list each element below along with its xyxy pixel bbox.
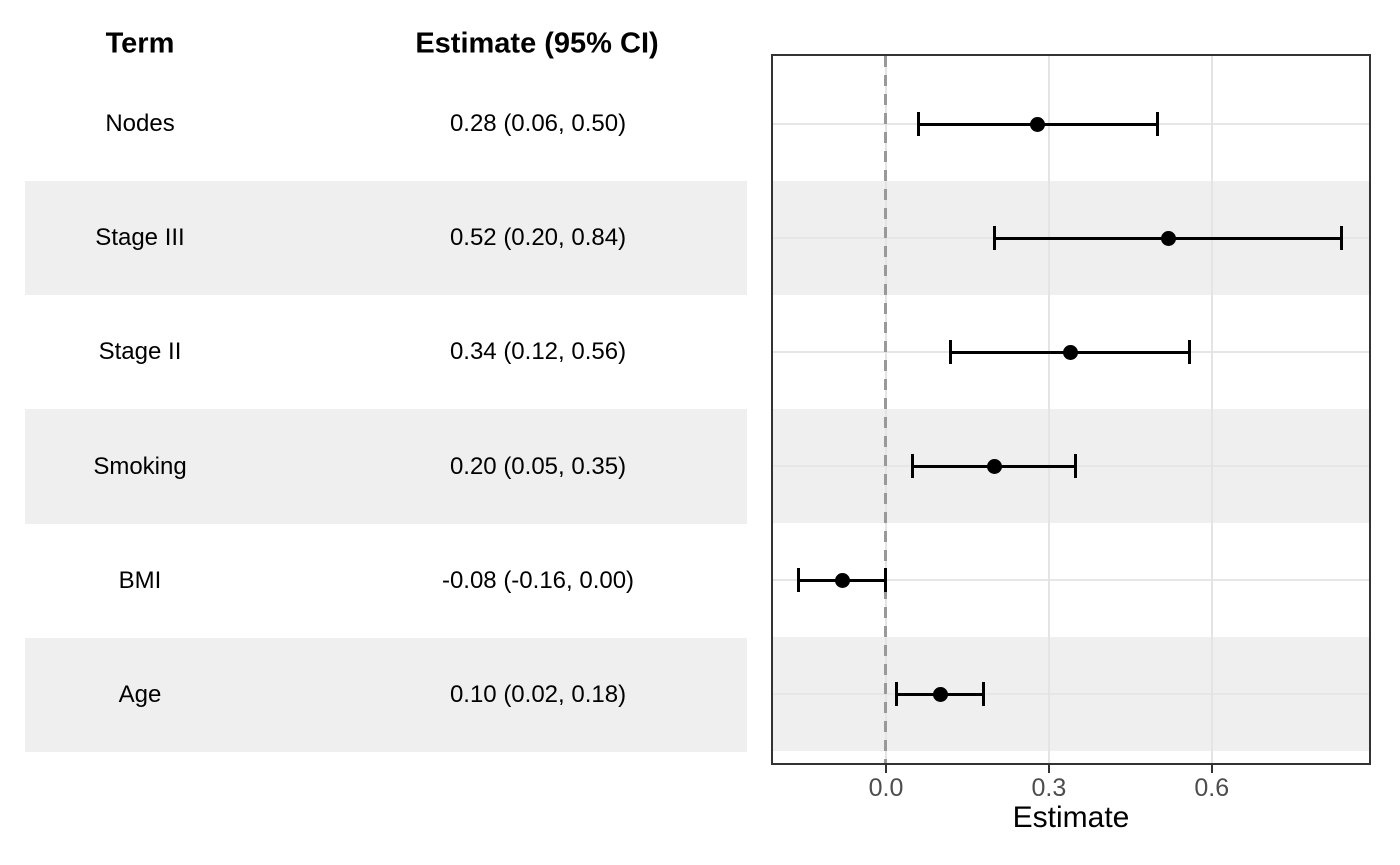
point-estimate-marker xyxy=(1030,116,1046,132)
v-gridline xyxy=(1047,55,1050,763)
ci-left-cap xyxy=(911,454,915,479)
zero-reference-line xyxy=(884,55,888,763)
estimate-ci-value: 0.52 (0.20, 0.84) xyxy=(449,224,627,252)
ci-right-cap xyxy=(1188,340,1192,365)
term-label: Age xyxy=(118,680,162,708)
ci-left-cap xyxy=(949,340,953,365)
estimate-ci-value: 0.10 (0.02, 0.18) xyxy=(449,680,627,708)
x-tick-mark xyxy=(884,765,888,773)
ci-left-cap xyxy=(797,568,801,593)
h-gridline xyxy=(772,693,1369,696)
ci-right-cap xyxy=(1074,454,1078,479)
point-estimate-marker xyxy=(986,458,1002,474)
x-tick-label: 0.6 xyxy=(1194,774,1230,802)
table-row-stripe xyxy=(25,637,747,752)
ci-right-cap xyxy=(981,682,985,707)
x-tick-mark xyxy=(1210,765,1214,773)
term-label: Stage III xyxy=(95,224,185,252)
estimate-ci-value: 0.20 (0.05, 0.35) xyxy=(449,452,627,480)
term-label: Smoking xyxy=(93,452,187,480)
plot-panel xyxy=(770,53,1371,765)
estimate-ci-value: -0.08 (-0.16, 0.00) xyxy=(441,566,635,594)
ci-left-cap xyxy=(895,682,899,707)
table-row-stripe xyxy=(25,409,747,524)
x-axis-title: Estimate xyxy=(1012,801,1130,834)
point-estimate-marker xyxy=(932,686,948,702)
term-label: BMI xyxy=(118,566,162,594)
estimate-ci-value: 0.28 (0.06, 0.50) xyxy=(449,110,627,138)
estimate-ci-value: 0.34 (0.12, 0.56) xyxy=(449,338,627,366)
ci-right-cap xyxy=(1340,226,1344,251)
table-row-stripe xyxy=(25,181,747,296)
x-tick-label: 0.3 xyxy=(1031,774,1067,802)
estimate-column-header: Estimate (95% CI) xyxy=(415,27,659,60)
point-estimate-marker xyxy=(1062,344,1078,360)
point-estimate-marker xyxy=(834,572,850,588)
x-tick-label: 0.0 xyxy=(868,774,904,802)
term-label: Stage II xyxy=(98,338,182,366)
term-column-header: Term xyxy=(105,27,175,60)
x-tick-mark xyxy=(1047,765,1051,773)
h-gridline xyxy=(772,579,1369,582)
ci-right-cap xyxy=(884,568,888,593)
point-estimate-marker xyxy=(1160,230,1176,246)
term-label: Nodes xyxy=(105,110,175,138)
ci-left-cap xyxy=(992,226,996,251)
v-gridline xyxy=(1210,55,1213,763)
ci-left-cap xyxy=(916,112,920,137)
ci-right-cap xyxy=(1155,112,1159,137)
